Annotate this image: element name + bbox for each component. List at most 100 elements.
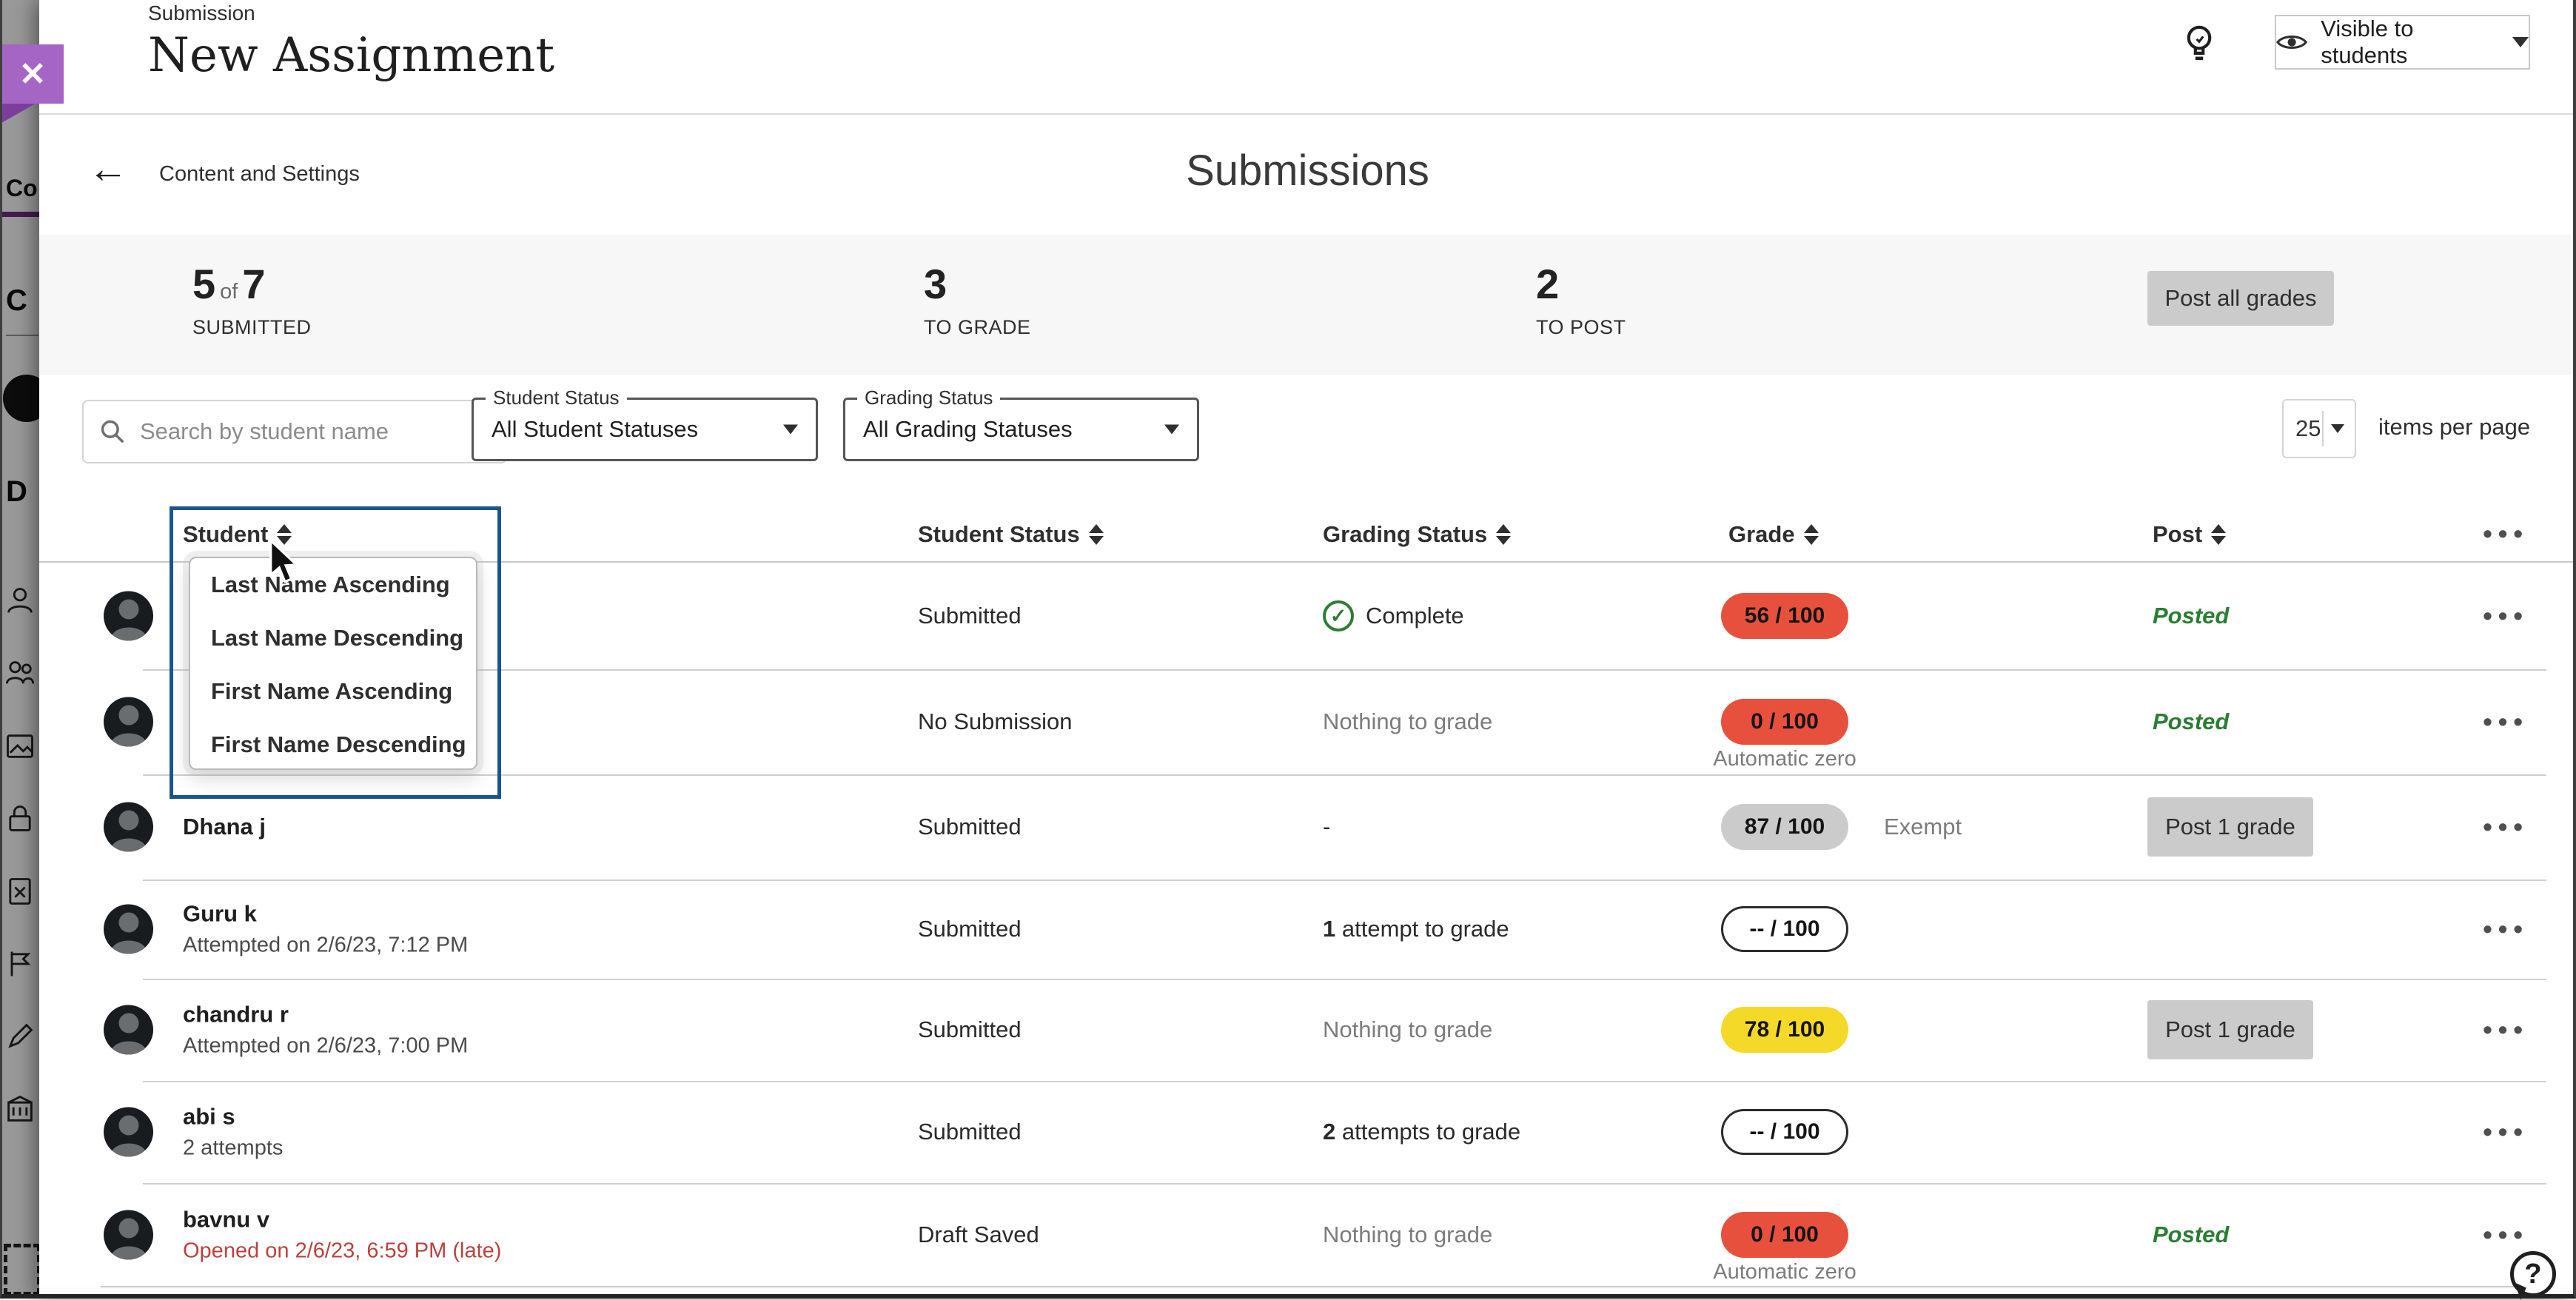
row-overflow-menu[interactable]: ••• bbox=[2483, 1116, 2529, 1147]
grade-pill[interactable]: 56 / 100 bbox=[1721, 593, 1848, 639]
table-row: bavnu v Opened on 2/6/23, 6:59 PM (late) D… bbox=[39, 1183, 2576, 1286]
student-cell: bavnu v Opened on 2/6/23, 6:59 PM (late) bbox=[183, 1206, 501, 1263]
row-divider bbox=[143, 1081, 2546, 1082]
grade-pill[interactable]: -- / 100 bbox=[1721, 906, 1848, 952]
grading-status: Nothing to grade bbox=[1323, 708, 1492, 735]
grade-cell: 78 / 100 bbox=[1721, 979, 1943, 1081]
student-status: Submitted bbox=[918, 814, 1022, 840]
submissions-panel: Submission New Assignment Visible to stu… bbox=[39, 0, 2576, 1299]
table-row: abi s 2 attempts Submitted 2 attempts to gr… bbox=[39, 1081, 2576, 1183]
avatar[interactable] bbox=[104, 1210, 153, 1259]
row-overflow-menu[interactable]: ••• bbox=[2483, 914, 2529, 945]
avatar[interactable] bbox=[104, 697, 153, 747]
student-status: Submitted bbox=[918, 1016, 1022, 1043]
student-name[interactable]: abi s bbox=[183, 1104, 283, 1130]
avatar-body bbox=[111, 628, 147, 641]
sort-menu-item[interactable]: First Name Ascending bbox=[190, 665, 476, 718]
grading-status: Nothing to grade bbox=[1323, 1016, 1492, 1043]
grading-status: - bbox=[1323, 814, 1330, 840]
avatar[interactable] bbox=[104, 1108, 153, 1157]
row-divider bbox=[143, 669, 2546, 671]
modal-scrim bbox=[0, 0, 39, 1299]
avatar-head bbox=[118, 1116, 138, 1136]
post-grade-button[interactable]: Post 1 grade bbox=[2147, 1000, 2313, 1059]
sort-menu-item[interactable]: Last Name Descending bbox=[190, 612, 476, 665]
grade-cell: -- / 100 bbox=[1721, 1081, 1943, 1183]
grade-note: Automatic zero bbox=[1674, 1260, 1896, 1284]
student-name[interactable]: Dhana j bbox=[183, 814, 266, 840]
avatar[interactable] bbox=[104, 905, 153, 954]
student-status: Submitted bbox=[918, 1119, 1022, 1145]
check-circle-icon: ✓ bbox=[1323, 600, 1354, 631]
row-overflow-menu[interactable]: ••• bbox=[2483, 1219, 2529, 1250]
grading-status: ✓Complete bbox=[1323, 600, 1464, 631]
page-bottom bbox=[39, 1287, 2576, 1299]
avatar-head bbox=[118, 811, 138, 831]
post-grade-button[interactable]: Post 1 grade bbox=[2147, 797, 2313, 857]
close-panel-button[interactable]: ✕ bbox=[1, 44, 64, 104]
avatar-body bbox=[111, 1042, 147, 1055]
posted-label: Posted bbox=[2153, 708, 2229, 735]
row-overflow-menu[interactable]: ••• bbox=[2483, 811, 2529, 842]
grade-cell: -- / 100 bbox=[1721, 879, 1943, 979]
avatar[interactable] bbox=[104, 1005, 153, 1055]
student-cell: Dhana j bbox=[183, 814, 266, 840]
student-cell: Guru k Attempted on 2/6/23, 7:12 PM bbox=[183, 901, 468, 958]
sort-menu-item[interactable]: Last Name Ascending bbox=[190, 558, 476, 612]
grading-status: Nothing to grade bbox=[1323, 1222, 1492, 1248]
grading-status: 1 attempt to grade bbox=[1323, 916, 1509, 942]
attempt-info: Attempted on 2/6/23, 7:12 PM bbox=[183, 934, 468, 958]
avatar-body bbox=[111, 839, 147, 852]
exempt-label: Exempt bbox=[1884, 814, 1962, 840]
avatar-body bbox=[111, 734, 147, 747]
avatar-head bbox=[118, 913, 138, 933]
grade-pill[interactable]: 78 / 100 bbox=[1721, 1007, 1848, 1053]
table-row: Guru k Attempted on 2/6/23, 7:12 PM Submit… bbox=[39, 879, 2576, 979]
student-cell: abi s 2 attempts bbox=[183, 1104, 283, 1161]
attempt-info: Attempted on 2/6/23, 7:00 PM bbox=[183, 1034, 468, 1059]
student-status: Draft Saved bbox=[918, 1222, 1039, 1248]
attempt-info: 2 attempts bbox=[183, 1136, 283, 1161]
avatar-head bbox=[118, 600, 138, 620]
row-overflow-menu[interactable]: ••• bbox=[2483, 706, 2529, 737]
student-status: Submitted bbox=[918, 603, 1022, 629]
row-divider bbox=[143, 1183, 2546, 1185]
avatar-body bbox=[111, 1246, 147, 1259]
grade-pill[interactable]: -- / 100 bbox=[1721, 1109, 1848, 1155]
student-status: No Submission bbox=[918, 708, 1072, 735]
posted-label: Posted bbox=[2153, 603, 2229, 629]
student-name[interactable]: Guru k bbox=[183, 901, 468, 928]
attempt-info: Opened on 2/6/23, 6:59 PM (late) bbox=[183, 1239, 501, 1263]
student-name[interactable]: bavnu v bbox=[183, 1206, 501, 1233]
posted-label: Posted bbox=[2153, 1222, 2229, 1248]
table-row: chandru r Attempted on 2/6/23, 7:00 PM Sub… bbox=[39, 979, 2576, 1081]
avatar-body bbox=[111, 1144, 147, 1157]
avatar-head bbox=[118, 1218, 138, 1238]
row-divider bbox=[143, 979, 2546, 980]
avatar-head bbox=[118, 706, 138, 726]
row-overflow-menu[interactable]: ••• bbox=[2483, 600, 2529, 631]
grade-cell: 56 / 100 bbox=[1721, 563, 1943, 669]
close-ribbon-fold bbox=[1, 104, 36, 123]
grade-pill[interactable]: 0 / 100 bbox=[1721, 1212, 1848, 1258]
grade-note: Automatic zero bbox=[1674, 747, 1896, 771]
student-name[interactable]: chandru r bbox=[183, 1002, 468, 1028]
help-button[interactable]: ? bbox=[2510, 1251, 2556, 1297]
avatar-head bbox=[118, 1013, 138, 1033]
grade-pill[interactable]: 0 / 100 bbox=[1721, 699, 1848, 745]
grading-status: 2 attempts to grade bbox=[1323, 1119, 1520, 1145]
grade-pill[interactable]: 87 / 100 bbox=[1721, 804, 1848, 850]
avatar-body bbox=[111, 941, 147, 954]
row-divider bbox=[143, 774, 2546, 776]
row-overflow-menu[interactable]: ••• bbox=[2483, 1014, 2529, 1045]
avatar[interactable] bbox=[104, 803, 153, 852]
avatar[interactable] bbox=[104, 592, 153, 641]
student-cell: chandru r Attempted on 2/6/23, 7:00 PM bbox=[183, 1002, 468, 1059]
row-divider bbox=[143, 879, 2546, 881]
student-status: Submitted bbox=[918, 916, 1022, 942]
sort-menu-item[interactable]: First Name Descending bbox=[190, 718, 476, 770]
